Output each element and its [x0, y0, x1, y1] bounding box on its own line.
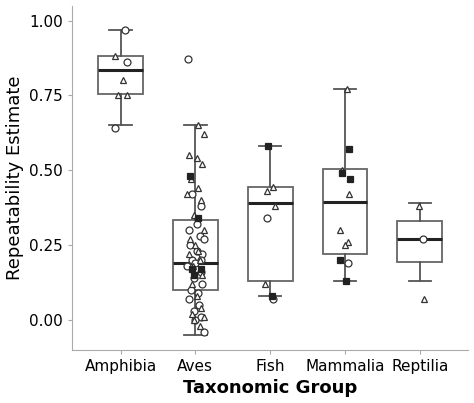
- PathPatch shape: [98, 56, 143, 94]
- PathPatch shape: [173, 220, 218, 290]
- X-axis label: Taxonomic Group: Taxonomic Group: [183, 380, 357, 397]
- PathPatch shape: [397, 221, 442, 262]
- PathPatch shape: [322, 169, 367, 254]
- Y-axis label: Repeatability Estimate: Repeatability Estimate: [6, 75, 24, 280]
- PathPatch shape: [248, 187, 292, 281]
